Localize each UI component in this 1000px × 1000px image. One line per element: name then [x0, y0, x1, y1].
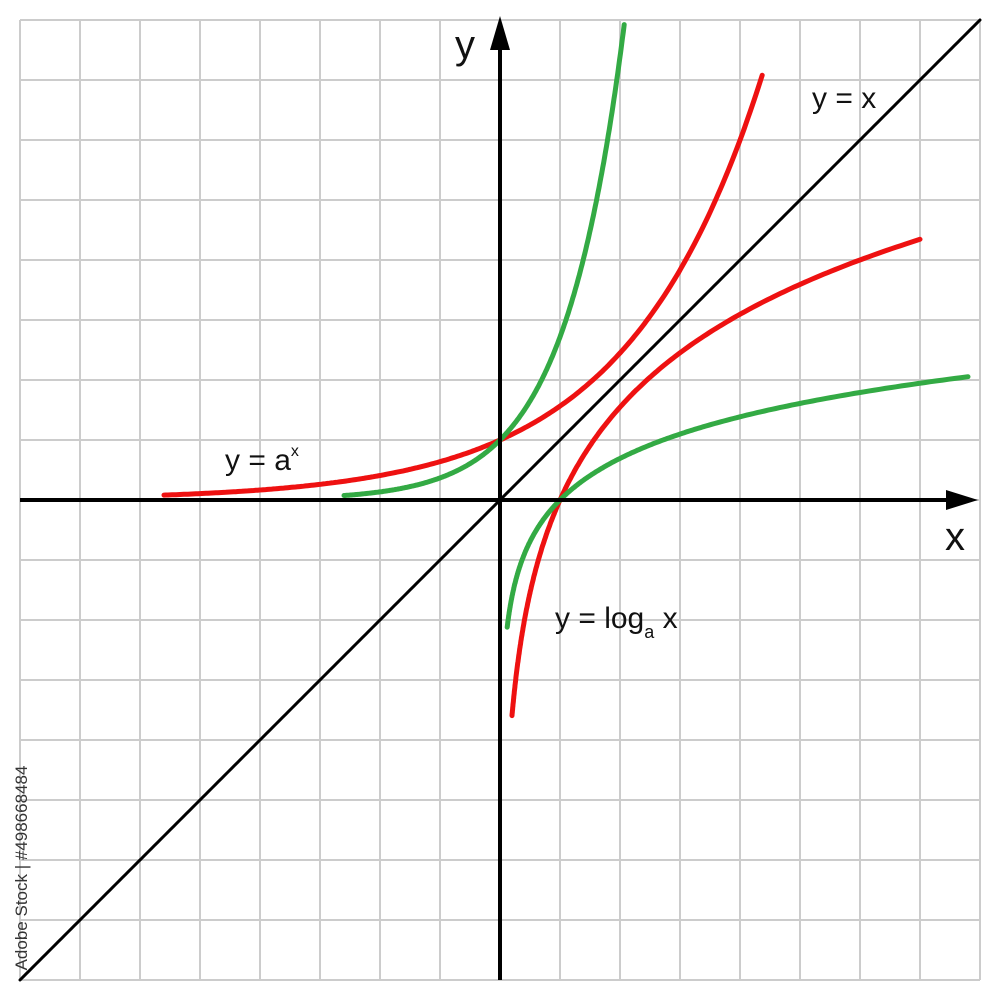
x-axis-arrow	[946, 490, 978, 510]
logarithm-curve	[509, 236, 923, 719]
y-axis-arrow	[490, 16, 510, 50]
exponential-curve	[161, 72, 765, 498]
axes	[20, 16, 978, 980]
identity-label: y = x	[812, 82, 876, 115]
y-axis-label: y	[455, 23, 475, 67]
exponential-curve	[341, 22, 627, 498]
stock-credit: Adobe Stock | #498668484	[12, 765, 31, 971]
exp-label: y = ax	[225, 443, 299, 477]
x-axis-label: x	[945, 515, 965, 559]
log-label: y = loga x	[555, 602, 678, 642]
